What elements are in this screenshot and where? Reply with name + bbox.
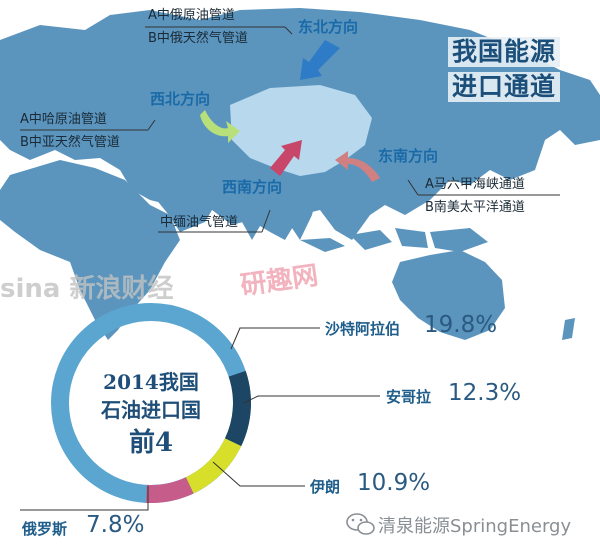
ne-route-tick [284,26,293,35]
se-route-b: B南美太平洋通道 [425,200,525,215]
se-asia-landmass [285,178,318,240]
ne-route-b: B中俄天然气管道 [148,31,248,46]
russia-segment [145,477,194,503]
donut-center-line-2: 石油进口国 [101,398,201,422]
papua-island [430,228,488,252]
title-ribbon-1 [448,37,560,67]
donut-center-line-3: 前4 [128,428,174,458]
southwest-label: 西南方向 [222,178,283,196]
nw-route-a: A中哈原油管道 [20,112,107,127]
title-line-2: 进口通道 [452,72,557,101]
iran-leader-line [212,461,305,487]
angola-leader-line [243,395,380,404]
sina-watermark: sina 新浪财经 [0,274,174,304]
nw-route-tick [147,119,156,131]
northwest-arrow [200,110,240,143]
nw-route-b: B中亚天然气管道 [20,135,120,150]
iran-segment [185,438,242,494]
angola-segment [224,370,251,447]
donut-center-line-1: 2014我国 [103,370,199,394]
title-ribbon-2 [448,72,560,102]
northwest-label: 西北方向 [150,90,211,108]
indonesia-islands [300,228,428,252]
southeast-arrow [335,151,380,182]
southwest-arrow [270,140,302,176]
china-region [230,85,372,176]
northeast-arrow [300,40,340,80]
saudi-leader-line [230,327,320,350]
title-line-1: 我国能源 [452,37,557,66]
southeast-label: 东南方向 [378,147,439,165]
ne-route-a: A中俄原油管道 [148,8,235,23]
russia-value: 7.8% [86,512,145,538]
saudi-value: 19.8% [424,312,498,338]
new-zealand-islands [562,318,575,340]
japan-landmass [396,110,418,158]
angola-value: 12.3% [448,380,522,406]
australia-landmass [392,250,505,340]
angola-label: 安哥拉 [386,388,432,406]
iran-value: 10.9% [357,470,431,496]
india-landmass [225,160,280,240]
arabia-landmass [150,175,215,232]
africa-landmass [0,160,180,340]
russia-label: 俄罗斯 [22,520,68,538]
donut-chart [51,303,251,503]
sw-route-tick [261,209,271,233]
iran-label: 伊朗 [310,478,341,496]
russia-leader-line [20,486,149,511]
sw-route: 中缅油气管道 [160,215,239,230]
footer-credit: 清泉能源SpringEnergy [378,516,572,537]
wechat-icon [346,513,375,535]
northeast-label: 东北方向 [298,18,359,36]
saudi-label: 沙特阿拉伯 [325,320,401,338]
se-route-tick [407,179,419,196]
se-route-a: A马六甲海峡通道 [425,177,525,192]
